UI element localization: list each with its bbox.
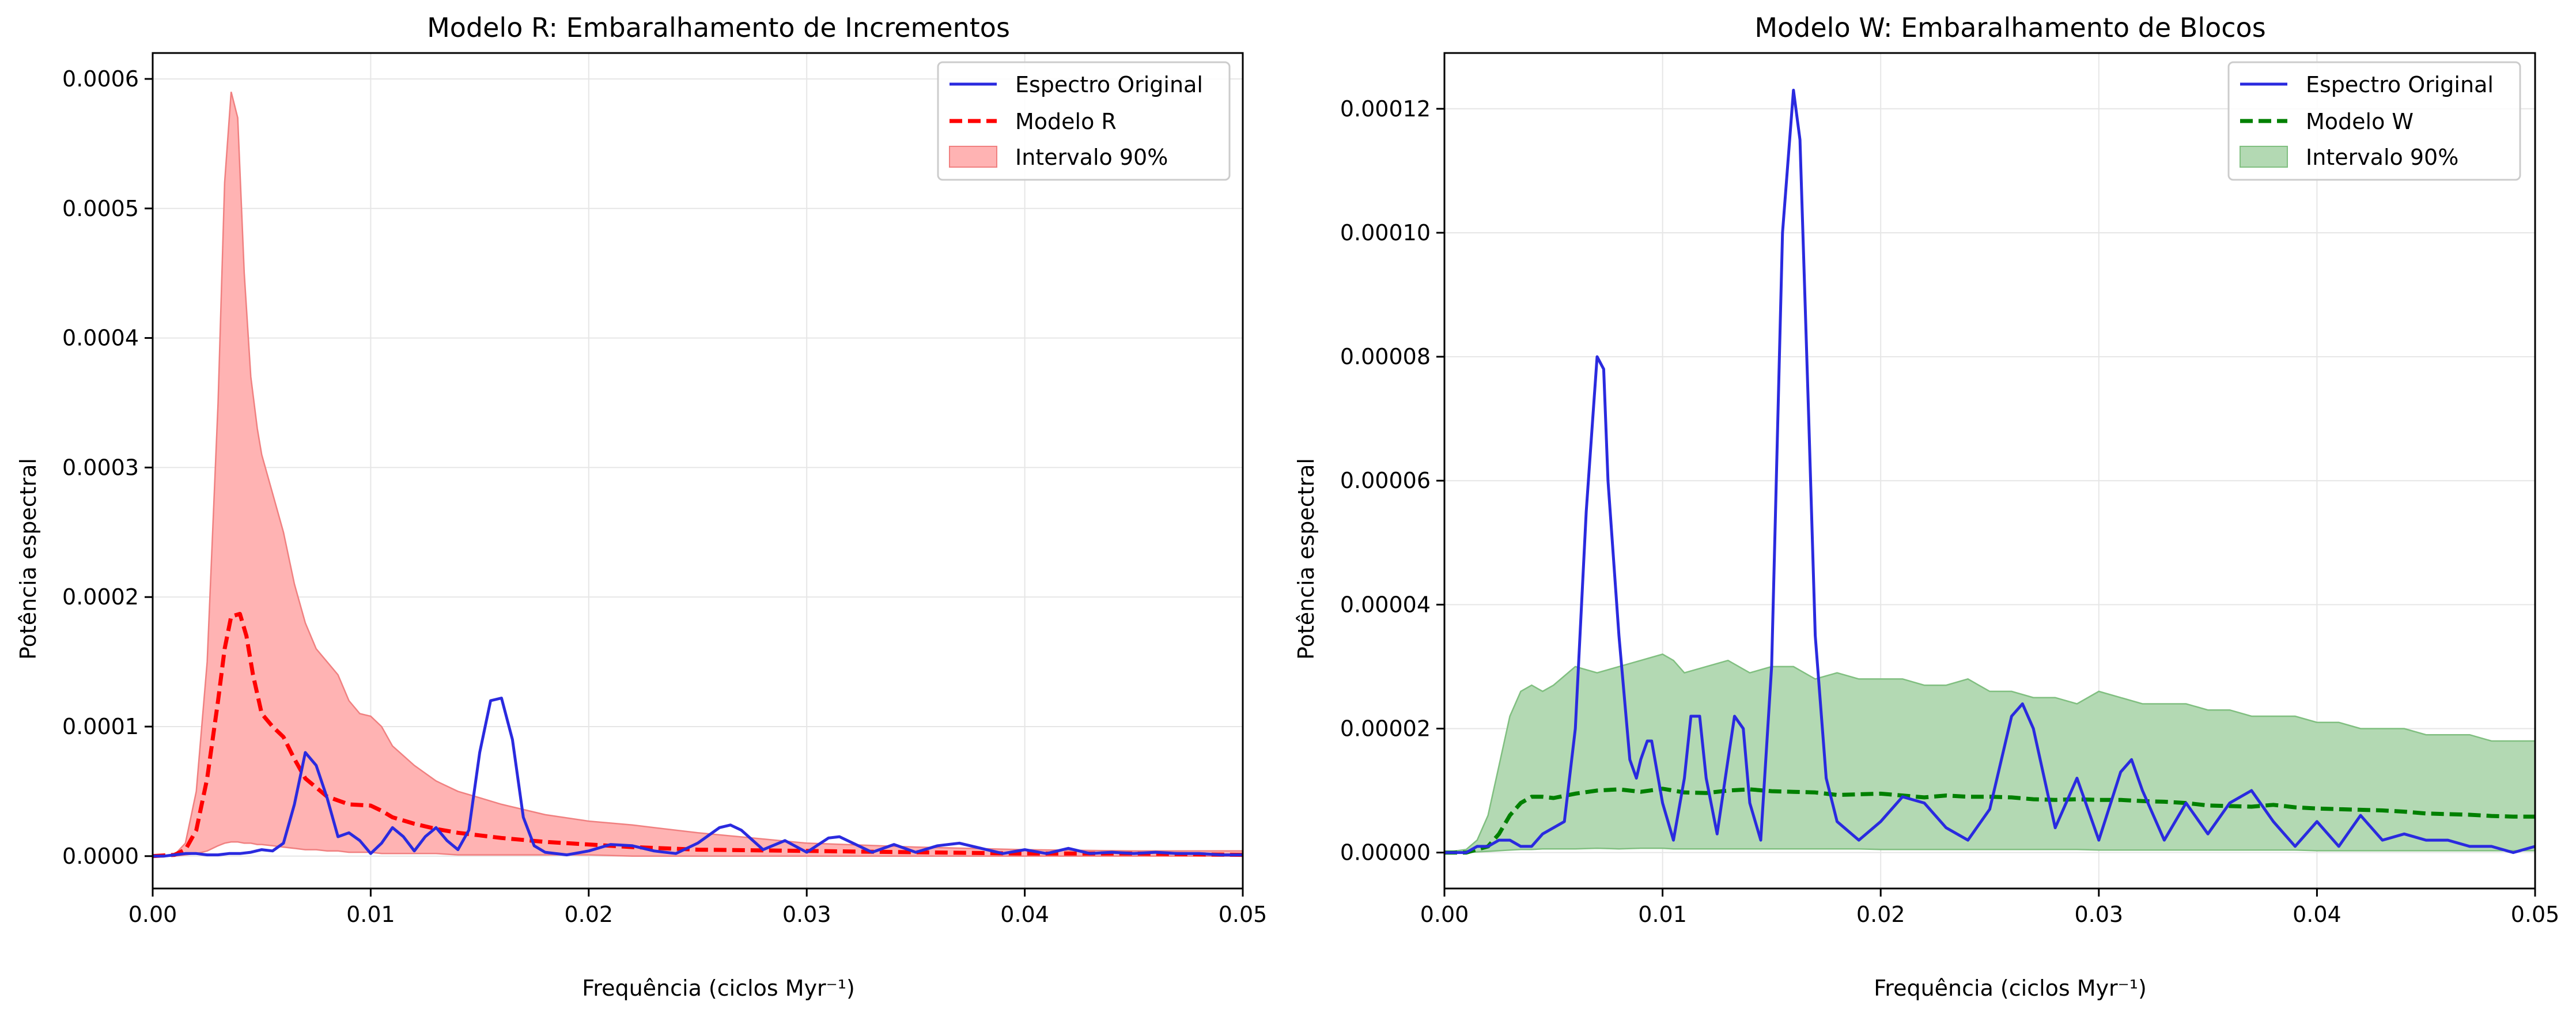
legend-model-r-label: Modelo R bbox=[1015, 109, 1117, 134]
legend-interval-label: Intervalo 90% bbox=[1015, 145, 1168, 170]
x-tick-label: 0.01 bbox=[346, 902, 395, 927]
y-tick-label: 0.00008 bbox=[1340, 344, 1431, 369]
x-tick-label: 0.04 bbox=[1000, 902, 1049, 927]
original-spectrum-line bbox=[1444, 89, 2536, 855]
right-chart-panel: Modelo W: Embaralhamento de Blocos Frequ… bbox=[1293, 12, 2559, 1001]
legend-original-label: Espectro Original bbox=[1015, 72, 1203, 97]
left-chart-ylabel: Potência espectral bbox=[16, 458, 41, 660]
x-tick-label: 0.05 bbox=[1219, 902, 1268, 927]
x-tick-label: 0.04 bbox=[2293, 902, 2342, 927]
x-tick-label: 0.00 bbox=[1420, 902, 1469, 927]
axes-frame bbox=[1443, 52, 2536, 890]
y-tick-label: 0.0004 bbox=[62, 326, 139, 351]
x-tick-label: 0.03 bbox=[2074, 902, 2123, 927]
y-tick-label: 0.0006 bbox=[62, 66, 139, 92]
legend-frame bbox=[2227, 61, 2521, 181]
model-series-line bbox=[1444, 787, 2535, 855]
y-tick-label: 0.0005 bbox=[62, 196, 139, 221]
x-tick-label: 0.00 bbox=[128, 902, 177, 927]
right-chart-title: Modelo W: Embaralhamento de Blocos bbox=[1754, 12, 2265, 43]
y-tick-label: 0.00000 bbox=[1340, 840, 1431, 865]
legend-interval-swatch bbox=[2240, 146, 2288, 168]
left-chart-xlabel: Frequência (ciclos Myr⁻¹) bbox=[582, 976, 855, 1001]
right-chart-legend: Espectro Original Modelo W Intervalo 90% bbox=[2227, 61, 2521, 181]
x-tick-label: 0.03 bbox=[782, 902, 831, 927]
left-chart-panel: Modelo R: Embaralhamento de Incrementos … bbox=[16, 12, 1267, 1001]
y-tick-label: 0.00002 bbox=[1340, 716, 1431, 741]
right-chart-xlabel: Frequência (ciclos Myr⁻¹) bbox=[1874, 976, 2147, 1001]
right-chart-ylabel: Potência espectral bbox=[1293, 458, 1319, 660]
y-tick-label: 0.0003 bbox=[62, 455, 139, 480]
x-tick-label: 0.05 bbox=[2511, 902, 2560, 927]
x-tick-label: 0.01 bbox=[1638, 902, 1687, 927]
legend-interval-swatch bbox=[949, 146, 997, 168]
legend-frame bbox=[937, 61, 1231, 181]
y-tick-label: 0.00012 bbox=[1340, 96, 1431, 122]
x-tick-label: 0.02 bbox=[564, 902, 613, 927]
legend-interval-label: Intervalo 90% bbox=[2306, 145, 2458, 170]
y-tick-label: 0.00004 bbox=[1340, 592, 1431, 617]
y-tick-label: 0.0000 bbox=[62, 844, 139, 869]
left-chart-legend: Espectro Original Modelo R Intervalo 90% bbox=[937, 61, 1231, 181]
y-tick-label: 0.0001 bbox=[62, 714, 139, 739]
original-spectrum-line bbox=[153, 697, 1243, 858]
x-tick-label: 0.02 bbox=[1856, 902, 1905, 927]
y-tick-label: 0.00006 bbox=[1340, 468, 1431, 493]
y-tick-label: 0.00010 bbox=[1340, 220, 1431, 245]
legend-original-label: Espectro Original bbox=[2306, 72, 2494, 97]
axes-frame bbox=[152, 52, 1244, 890]
legend-model-w-label: Modelo W bbox=[2306, 109, 2414, 134]
left-chart-plot-area: 0.00 0.01 0.02 0.03 0.04 0.05 0.0000 0.0001 0.00… bbox=[62, 52, 1268, 927]
y-tick-label: 0.0002 bbox=[62, 584, 139, 610]
right-chart-plot-area: 0.00 0.01 0.02 0.03 0.04 0.05 0.00000 0.00002 0.… bbox=[1340, 52, 2560, 927]
left-chart-title: Modelo R: Embaralhamento de Incrementos bbox=[427, 12, 1010, 43]
